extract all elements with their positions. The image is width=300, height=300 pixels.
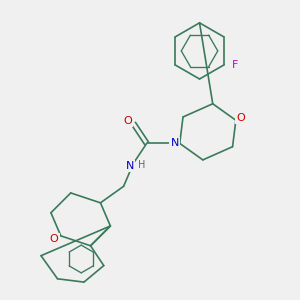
Text: O: O [123,116,132,126]
Text: N: N [126,161,134,171]
Text: O: O [50,234,58,244]
Text: N: N [171,138,179,148]
Text: O: O [236,112,245,123]
Text: H: H [138,160,146,170]
Text: F: F [232,60,239,70]
